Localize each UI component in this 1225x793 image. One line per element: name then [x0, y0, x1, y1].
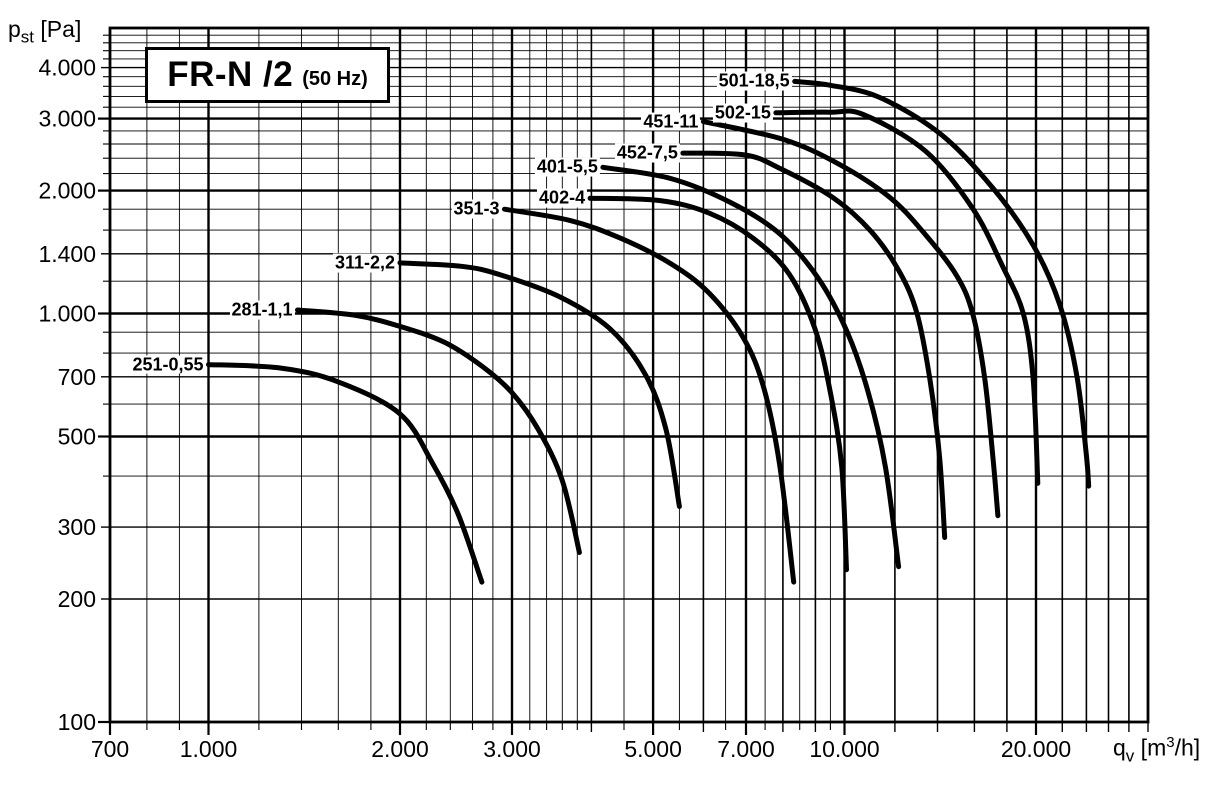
y-unit-rest: [Pa]	[34, 16, 82, 42]
x-unit-sup: 3	[1166, 734, 1175, 751]
curve-label-401-5,5: 401-5,5	[534, 156, 600, 177]
y-tick-label: 4.000	[38, 55, 96, 81]
plot-border	[108, 26, 1150, 724]
y-tick-label: 700	[58, 364, 96, 390]
y-tick-label: 500	[58, 424, 96, 450]
y-tick-label: 3.000	[38, 106, 96, 132]
curve-label-311-2,2: 311-2,2	[332, 252, 397, 273]
x-tick-label: 7.000	[717, 736, 775, 762]
x-tick-label: 700	[91, 736, 129, 762]
x-tick-label: 1.000	[180, 736, 238, 762]
curve-451-11	[700, 119, 1001, 519]
y-tick-label: 2.000	[38, 178, 96, 204]
x-axis-unit-label: qv [m3/h]	[1113, 734, 1200, 766]
curve-label-251-0,55: 251-0,55	[130, 354, 206, 375]
curve-452-7,5	[680, 150, 948, 540]
chart-title-frequency: (50 Hz)	[302, 67, 368, 90]
x-tick-label: 3.000	[483, 736, 541, 762]
x-tick-label: 2.000	[371, 736, 429, 762]
curve-401-5,5	[600, 164, 902, 570]
x-unit-sub: v	[1125, 746, 1135, 766]
chart-title: FR-N /2	[167, 55, 294, 94]
x-unit-base: q	[1113, 734, 1126, 761]
curve-label-452-7,5: 452-7,5	[614, 142, 680, 163]
curve-251-0,55	[206, 362, 485, 585]
curve-311-2,2	[397, 260, 682, 509]
y-tick-label: 1.000	[38, 301, 96, 327]
y-tick-label: 200	[58, 586, 96, 612]
x-tick-label: 5.000	[624, 736, 682, 762]
curve-label-402-4: 402-4	[537, 187, 588, 208]
curve-label-281-1,1: 281-1,1	[229, 299, 295, 320]
x-tick-label: 10.000	[809, 736, 879, 762]
x-unit-rest1: [m	[1134, 734, 1167, 761]
curve-label-502-15: 502-15	[712, 102, 773, 123]
curve-502-15	[773, 108, 1041, 486]
curve-501-18,5	[792, 78, 1092, 489]
x-unit-rest2: /h]	[1174, 734, 1201, 761]
curve-402-4	[587, 195, 849, 573]
curve-label-351-3: 351-3	[451, 198, 502, 219]
y-axis-unit-label: pst [Pa]	[8, 16, 81, 48]
curve-label-501-18,5: 501-18,5	[716, 70, 792, 91]
y-tick-label: 100	[58, 709, 96, 735]
curve-351-3	[502, 206, 797, 585]
y-tick-label: 300	[58, 514, 96, 540]
curve-281-1,1	[295, 307, 582, 555]
x-tick-label: 20.000	[1001, 736, 1071, 762]
y-tick-label: 1.400	[38, 241, 96, 267]
chart-title-box: FR-N /2 (50 Hz)	[145, 47, 390, 103]
y-unit-base: p	[8, 16, 21, 42]
y-unit-sub: st	[20, 27, 35, 47]
curve-label-451-11: 451-11	[641, 111, 701, 132]
